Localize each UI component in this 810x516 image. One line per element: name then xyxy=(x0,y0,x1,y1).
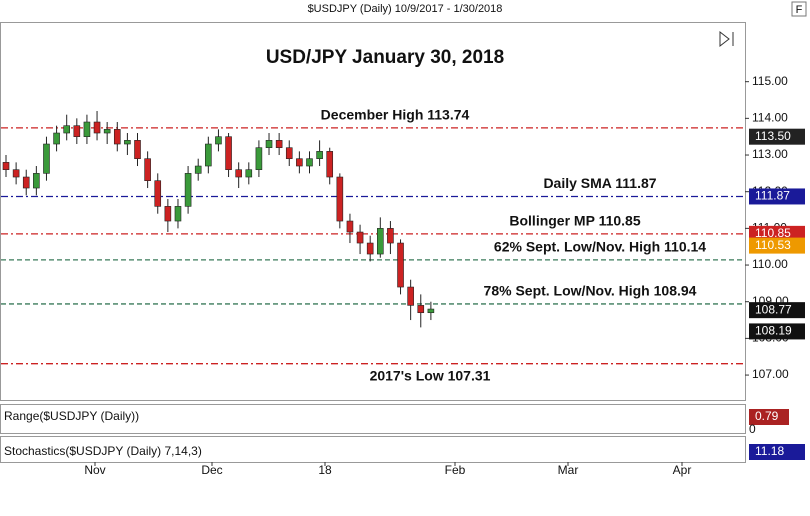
candle-body xyxy=(397,242,404,288)
x-tick-label: 18 xyxy=(318,463,332,477)
candle-body xyxy=(366,242,374,255)
candle-body xyxy=(164,206,172,222)
y-tick-label: 113.00 xyxy=(752,147,788,161)
candle-body xyxy=(316,151,323,159)
candle-body xyxy=(346,220,354,233)
level-label: Bollinger MP 110.85 xyxy=(509,213,640,229)
candle-body xyxy=(83,121,91,137)
candle-body xyxy=(194,165,202,174)
stoch-tag-bg xyxy=(749,444,805,460)
candle-body xyxy=(53,132,60,145)
candle-body xyxy=(296,158,303,167)
candle-body xyxy=(377,228,384,255)
candle-body xyxy=(356,231,364,244)
price-tag: 113.50 xyxy=(755,129,791,143)
candle-body xyxy=(184,173,192,207)
level-label: December High 113.74 xyxy=(321,107,470,123)
y-tick-label: 110.00 xyxy=(752,257,788,271)
candle-body xyxy=(134,140,141,159)
candle-body xyxy=(407,286,414,306)
candle-body xyxy=(285,147,293,159)
y-tick-label: 114.00 xyxy=(752,111,788,125)
candle-body xyxy=(275,140,283,148)
candle-body xyxy=(215,136,222,145)
button-label[interactable]: F xyxy=(796,4,803,16)
candle-body xyxy=(73,125,81,137)
level-label: 78% Sept. Low/Nov. High 108.94 xyxy=(484,283,697,299)
price-tag: 110.85 xyxy=(755,226,791,240)
candle-body xyxy=(33,173,40,189)
stoch-tag: 11.18 xyxy=(755,444,784,458)
candle-body xyxy=(336,176,344,222)
candle-body xyxy=(103,129,111,134)
x-tick-label: Feb xyxy=(445,463,466,477)
range-tick: 0 xyxy=(749,422,756,436)
x-tick-label: Mar xyxy=(558,463,579,477)
candle-body xyxy=(225,136,232,170)
candle-body xyxy=(245,169,253,178)
candle-body xyxy=(22,176,30,189)
candle-body xyxy=(255,147,263,170)
y-tick-label: 115.00 xyxy=(752,74,788,88)
price-tag-bg xyxy=(749,323,805,340)
candle-body xyxy=(154,180,162,207)
level-label: 2017's Low 107.31 xyxy=(370,367,491,383)
x-tick-label: Nov xyxy=(84,463,105,477)
range-label: Range($USDJPY (Daily)) xyxy=(4,409,139,423)
candle-body xyxy=(144,158,151,181)
candle-body xyxy=(265,140,273,148)
price-tag: 108.19 xyxy=(755,324,792,338)
candle-body xyxy=(174,206,182,222)
candle-body xyxy=(417,305,425,314)
candle-body xyxy=(205,143,212,167)
price-tag-bg xyxy=(749,128,805,145)
y-tick-label: 107.00 xyxy=(752,367,789,381)
button[interactable] xyxy=(791,1,807,17)
candle-body xyxy=(124,140,131,145)
chart-header: $USDJPY (Daily) 10/9/2017 - 1/30/2018 xyxy=(308,3,503,15)
candle-body xyxy=(113,129,121,145)
candle-body xyxy=(326,151,334,178)
price-tag-bg xyxy=(749,237,805,254)
price-tag: 111.87 xyxy=(755,189,790,203)
range-tag-bg xyxy=(749,409,789,425)
candle-body xyxy=(387,228,394,244)
play-icon[interactable] xyxy=(719,30,734,48)
candle-body xyxy=(63,125,70,134)
candle-body xyxy=(12,169,20,178)
price-tag: 108.77 xyxy=(755,302,792,316)
chart-title: USD/JPY January 30, 2018 xyxy=(266,47,504,68)
candle-body xyxy=(306,158,313,167)
main-panel xyxy=(0,22,746,401)
candle-body xyxy=(427,308,435,314)
price-tag-bg xyxy=(749,188,805,205)
price-tag-bg xyxy=(749,302,805,319)
candle-body xyxy=(93,121,101,134)
candle-body xyxy=(43,143,50,174)
x-tick-label: Apr xyxy=(673,463,692,477)
x-tick-label: Dec xyxy=(201,463,222,477)
stoch-panel xyxy=(0,436,746,463)
stoch-label: Stochastics($USDJPY (Daily) 7,14,3) xyxy=(4,444,202,458)
range-panel xyxy=(0,404,746,434)
level-label: 62% Sept. Low/Nov. High 110.14 xyxy=(494,239,706,255)
candle-body xyxy=(2,162,10,170)
range-tag: 0.79 xyxy=(755,409,779,423)
level-label: Daily SMA 111.87 xyxy=(543,175,656,191)
candle-body xyxy=(235,169,242,178)
price-tag: 110.53 xyxy=(755,238,791,252)
